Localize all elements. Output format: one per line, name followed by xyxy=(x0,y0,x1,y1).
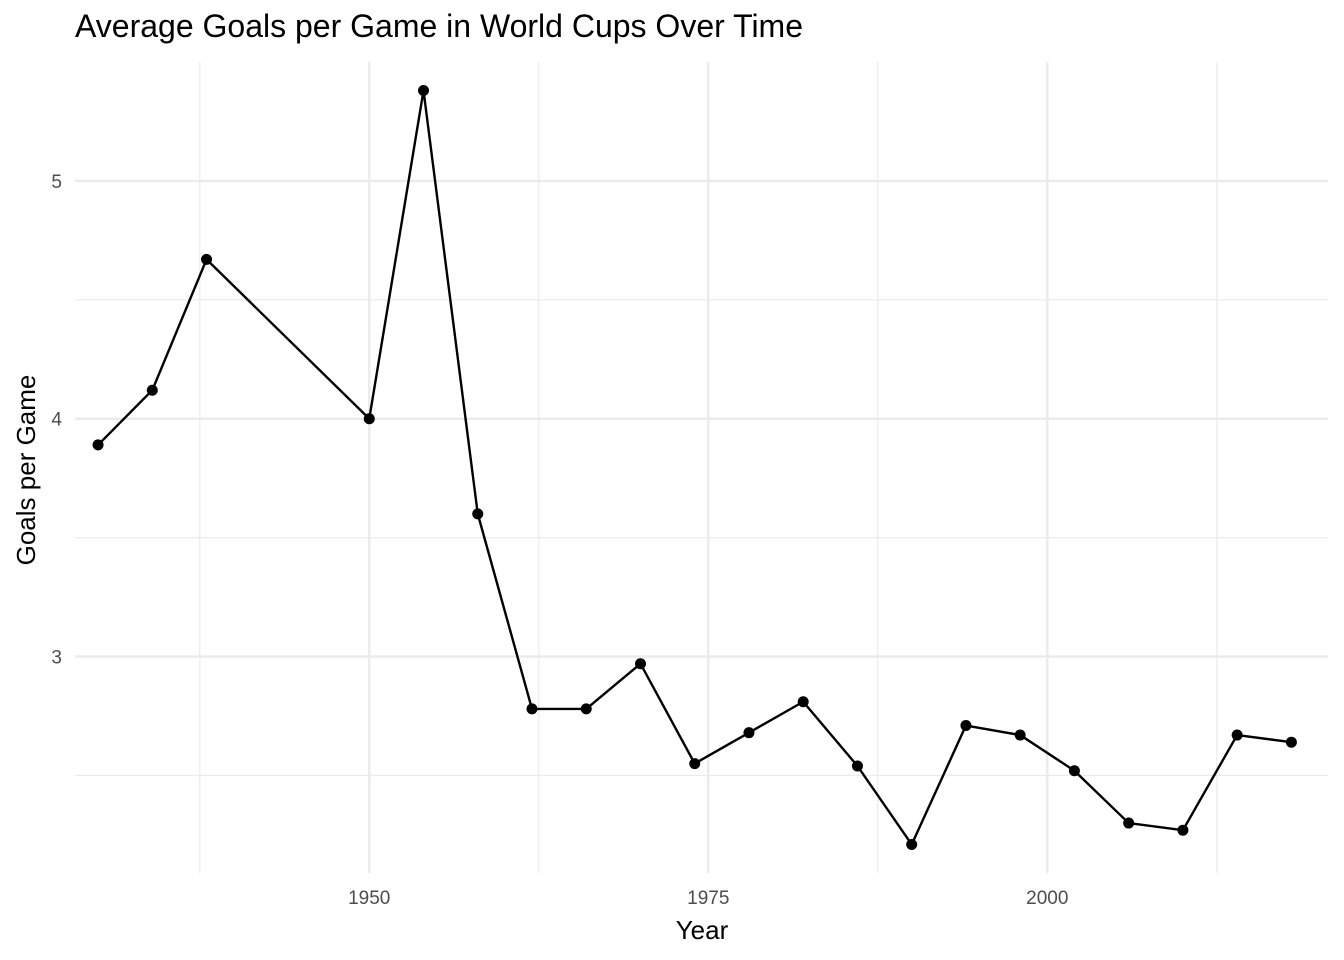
data-point xyxy=(851,760,863,772)
data-point xyxy=(363,413,375,425)
y-tick-label: 3 xyxy=(51,648,62,669)
data-point xyxy=(1123,817,1135,829)
x-tick-label: 1950 xyxy=(348,888,390,909)
data-point xyxy=(1068,765,1080,777)
data-point xyxy=(960,720,972,732)
data-point xyxy=(689,758,701,770)
series-points-group xyxy=(92,85,1297,850)
y-tick-label: 5 xyxy=(51,172,62,193)
x-axis-title: Year xyxy=(676,915,729,945)
y-axis-title: Goals per Game xyxy=(11,375,41,566)
x-tick-label: 2000 xyxy=(1026,888,1068,909)
data-point xyxy=(634,658,646,670)
minor-gridlines xyxy=(75,62,1328,873)
data-point xyxy=(1285,736,1297,748)
series-line-group xyxy=(97,89,1292,846)
y-tick-labels: 3 4 5 xyxy=(51,172,62,669)
x-tick-label: 1975 xyxy=(687,888,729,909)
data-point xyxy=(1231,729,1243,741)
data-point xyxy=(797,696,809,708)
chart-title: Average Goals per Game in World Cups Ove… xyxy=(75,8,803,44)
data-point xyxy=(146,384,158,396)
data-point xyxy=(92,439,104,451)
series-line xyxy=(97,89,1292,846)
data-point xyxy=(580,703,592,715)
data-point xyxy=(1014,729,1026,741)
data-point xyxy=(743,727,755,739)
x-tick-labels: 1950 1975 2000 xyxy=(348,888,1068,909)
data-point xyxy=(906,838,918,850)
data-point xyxy=(526,703,538,715)
data-point xyxy=(418,85,430,97)
major-gridlines xyxy=(75,62,1328,873)
data-point xyxy=(472,508,484,520)
data-point xyxy=(201,253,213,265)
data-point xyxy=(1177,824,1189,836)
y-tick-label: 4 xyxy=(51,410,62,431)
